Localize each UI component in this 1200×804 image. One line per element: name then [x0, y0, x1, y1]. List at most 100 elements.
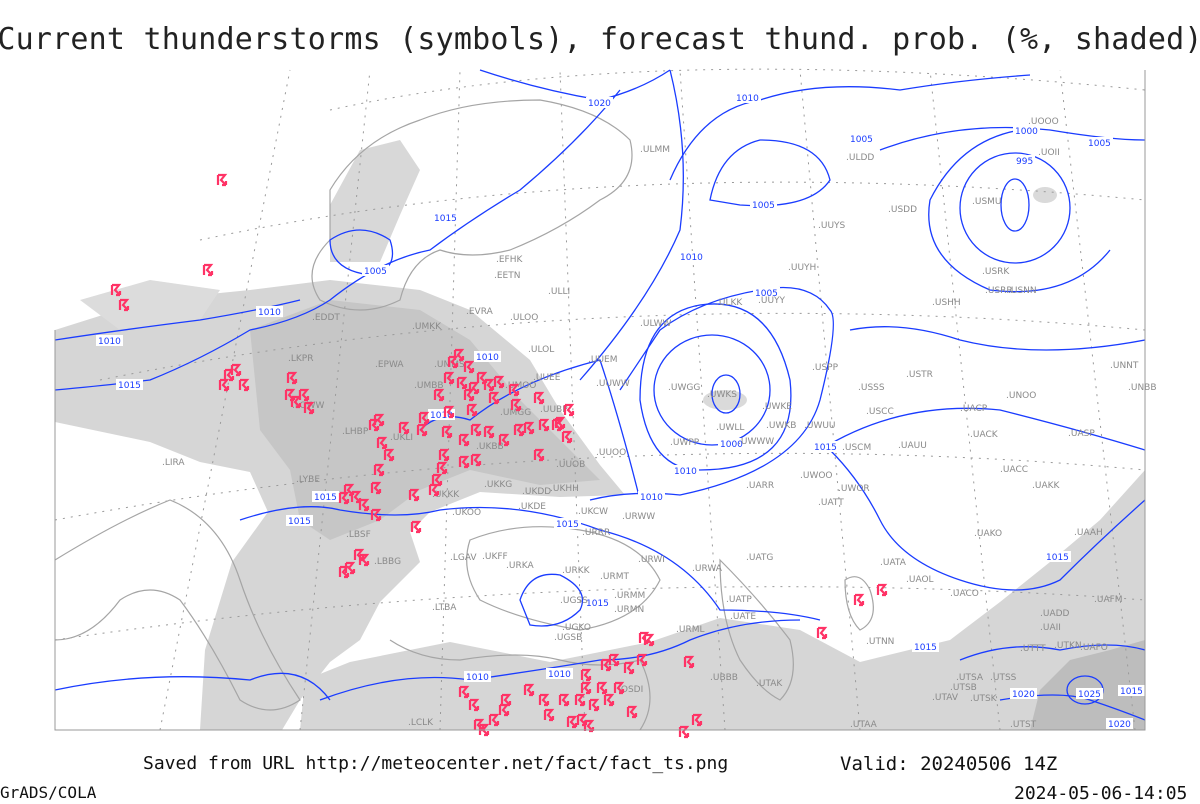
isobar-label: 995	[1014, 155, 1035, 167]
isobar-label: 1005	[362, 265, 389, 277]
station-label: .ULKK	[716, 298, 743, 308]
isobar-label: 1015	[912, 641, 939, 653]
isobar-label: 1010	[546, 668, 573, 680]
station-label: .USCM	[842, 443, 871, 453]
isobar-label: 1010	[464, 671, 491, 683]
thunderstorm-symbol-icon	[202, 263, 214, 277]
isobar-1015-med	[54, 672, 331, 701]
thunderstorm-symbol-icon	[816, 626, 828, 640]
station-label: .UTAV	[932, 693, 959, 703]
thunderstorm-symbol-icon	[443, 405, 455, 419]
thunderstorm-symbol-icon	[561, 430, 573, 444]
station-label: .UWPP	[670, 438, 700, 448]
thunderstorm-symbol-icon	[410, 520, 422, 534]
station-label: .UKLI	[390, 433, 413, 443]
isobar-1010-north	[669, 74, 1031, 181]
svg-text:995: 995	[1016, 157, 1033, 167]
thunderstorm-symbol-icon	[554, 416, 566, 430]
station-label: .URRR	[582, 528, 610, 538]
thunderstorm-symbol-icon	[358, 498, 370, 512]
station-label: .USNN	[1008, 286, 1037, 296]
station-label: .UUEE	[533, 373, 561, 383]
station-label: .URMN	[614, 605, 644, 615]
thunderstorm-symbol-icon	[456, 376, 468, 390]
station-label: .USHH	[932, 298, 961, 308]
thunderstorm-symbol-icon	[876, 583, 888, 597]
station-label: .UKDE	[518, 502, 546, 512]
thunderstorm-symbol-icon	[433, 388, 445, 402]
station-label: .URMM	[614, 591, 645, 601]
station-label: .UUYY	[758, 296, 786, 306]
station-label: .UMBB	[414, 381, 444, 391]
isobar-1000-east	[928, 129, 1111, 293]
station-label: .EVRA	[466, 307, 494, 317]
station-label: .ULDD	[846, 153, 874, 163]
thunderstorm-symbol-icon	[443, 371, 455, 385]
isobar-995-low	[711, 374, 741, 414]
station-label: .UWGG	[668, 383, 700, 393]
thunderstorm-symbol-icon	[588, 698, 600, 712]
station-label: .UTSB	[950, 683, 977, 693]
thunderstorm-symbol-icon	[303, 401, 315, 415]
station-label: .UMGG	[500, 408, 531, 418]
thunderstorm-symbol-icon	[110, 283, 122, 297]
map-title: Current thunderstorms (symbols), forecas…	[0, 22, 1200, 57]
svg-text:1015: 1015	[118, 381, 141, 391]
isobar-label: 1010	[474, 351, 501, 363]
thunderstorm-symbol-icon	[538, 418, 550, 432]
isobar-1010-central	[579, 69, 684, 381]
station-label: .UTTT	[1020, 644, 1046, 654]
isobar-label: 1015	[312, 491, 339, 503]
station-label: .UWKE	[762, 402, 792, 412]
thunderstorm-symbol-icon	[468, 698, 480, 712]
station-label: .UTSA	[956, 673, 984, 683]
thunderstorm-symbol-icon	[458, 455, 470, 469]
isobar-1020-scand	[479, 69, 671, 101]
thunderstorm-symbol-icon	[370, 508, 382, 522]
station-label: .USCC	[866, 407, 894, 417]
station-label: .UAII	[1040, 623, 1061, 633]
thunderstorm-symbol-icon	[476, 371, 488, 385]
svg-text:1015: 1015	[1120, 687, 1143, 697]
thunderstorm-symbol-icon	[488, 713, 500, 727]
isobar-1000	[653, 334, 771, 446]
shaded-area-east	[1033, 187, 1057, 203]
isobar-1015-caspian	[829, 449, 1146, 591]
isobar-label: 1015	[432, 212, 459, 224]
station-label: .USSS	[858, 383, 885, 393]
svg-text:1000: 1000	[1015, 127, 1038, 137]
thunderstorm-symbol-icon	[383, 448, 395, 462]
svg-text:1015: 1015	[814, 443, 837, 453]
station-label: .UARR	[746, 481, 774, 491]
station-label: .LGAV	[450, 553, 477, 563]
svg-text:1000: 1000	[720, 440, 743, 450]
thunderstorm-symbol-icon	[441, 425, 453, 439]
thunderstorm-symbol-icon	[508, 383, 520, 397]
station-label: .UATT	[818, 498, 844, 508]
thunderstorm-symbol-icon	[358, 553, 370, 567]
isobar-1015-east	[849, 326, 1146, 351]
thunderstorm-symbol-icon	[566, 715, 578, 729]
station-label: .UOOO	[1028, 117, 1059, 127]
thunderstorm-symbol-icon	[463, 360, 475, 374]
saved-from-url: Saved from URL http://meteocenter.net/fa…	[143, 753, 729, 774]
thunderstorm-symbol-icon	[218, 378, 230, 392]
station-label: .USRR	[985, 286, 1013, 296]
station-label: .ULWW	[640, 319, 672, 329]
software-credit: GrADS/COLA	[0, 783, 97, 802]
station-label: .UACO	[950, 589, 979, 599]
station-label: .UGKO	[562, 623, 591, 633]
station-label: .URWA	[692, 564, 723, 574]
station-label: .UAUU	[898, 441, 927, 451]
thunderstorm-symbol-icon	[368, 418, 380, 432]
station-label: .EPWA	[375, 360, 404, 370]
isobar-label: 1015	[812, 441, 839, 453]
isobar-label: 1015	[554, 518, 581, 530]
thunderstorm-symbol-icon	[216, 173, 228, 187]
station-label: .UADD	[1040, 609, 1070, 619]
svg-text:1010: 1010	[640, 493, 663, 503]
station-label: .UAKK	[1032, 481, 1061, 491]
thunderstorm-symbols	[110, 173, 888, 739]
map-frame	[54, 70, 1146, 731]
